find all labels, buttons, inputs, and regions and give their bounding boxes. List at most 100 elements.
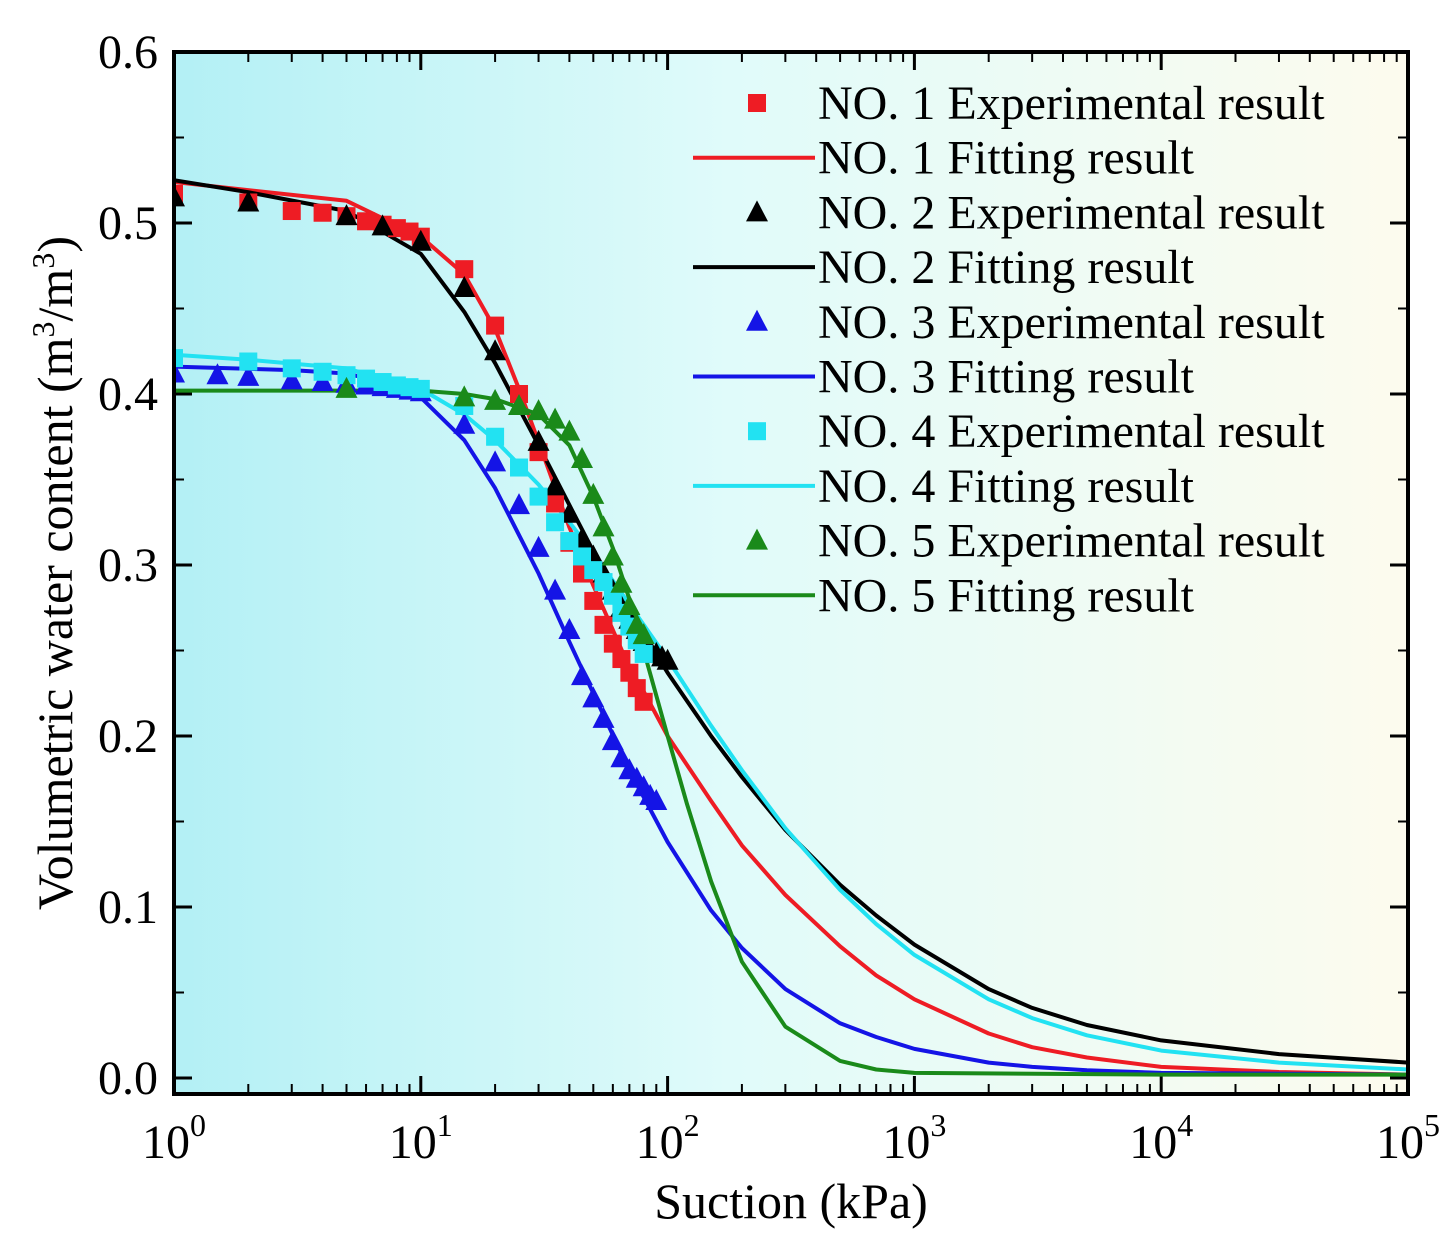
y-tick-label: 0.2 [98, 710, 158, 763]
data-point [508, 393, 531, 415]
data-point [603, 634, 622, 653]
data-point [558, 419, 581, 441]
y-tick-label: 0.4 [98, 368, 158, 421]
data-point [357, 369, 376, 388]
legend-marker [746, 528, 768, 550]
legend-marker [746, 309, 768, 331]
x-axis-title: Suction (kPa) [654, 1173, 928, 1229]
data-point [409, 229, 432, 251]
data-point [337, 366, 356, 385]
data-point [335, 204, 358, 226]
data-point [280, 368, 303, 390]
data-point [620, 663, 639, 682]
data-point [174, 185, 185, 207]
data-point [560, 532, 579, 551]
legend-label: NO. 3 Experimental result [818, 296, 1325, 349]
legend-marker [748, 422, 766, 441]
legend-label: NO. 5 Fitting result [818, 569, 1195, 622]
data-point [544, 578, 567, 600]
data-point [313, 362, 332, 381]
x-tick-label: 103 [882, 1107, 946, 1169]
data-point [411, 379, 430, 398]
fit-line-2 [174, 178, 1408, 1065]
fit-line-4 [174, 352, 1408, 1072]
data-point [571, 446, 594, 468]
data-point [453, 385, 476, 407]
data-point [558, 617, 581, 639]
data-point [510, 458, 529, 477]
legend-label: NO. 4 Fitting result [818, 460, 1195, 513]
data-point [508, 493, 531, 515]
data-point [645, 788, 668, 810]
data-point [627, 679, 646, 698]
data-point [453, 412, 476, 434]
legend-label: NO. 5 Experimental result [818, 515, 1325, 568]
data-point [484, 450, 507, 472]
data-point [656, 648, 679, 670]
data-point [634, 692, 653, 711]
data-point [592, 706, 615, 728]
data-point [357, 212, 376, 231]
data-point [453, 275, 476, 297]
data-point [282, 359, 301, 378]
data-point [239, 352, 258, 371]
legend-label: NO. 4 Experimental result [818, 405, 1325, 458]
data-point [206, 363, 229, 385]
x-tick-label: 104 [1129, 1107, 1193, 1169]
data-point [601, 729, 624, 751]
data-point [544, 474, 567, 496]
y-axis-title-sup2: 3 [25, 253, 61, 269]
data-point [174, 184, 183, 203]
scatter-series-5 [335, 376, 655, 645]
data-point [371, 214, 394, 236]
x-tick-labels: 100 101 102 103 104 105 [142, 1107, 1440, 1169]
data-point [527, 429, 550, 451]
data-point [634, 644, 653, 663]
plot-frame [172, 50, 1410, 1096]
data-point [573, 547, 592, 566]
data-point [601, 544, 624, 566]
y-tick-label: 0.0 [98, 1052, 158, 1105]
x-tick-label: 102 [636, 1107, 700, 1169]
data-point [571, 664, 594, 686]
y-axis-title: Volumetric water content (m3/m3) [25, 236, 83, 910]
data-point [582, 482, 605, 504]
data-point [544, 407, 567, 429]
y-tick-label: 0.1 [98, 881, 158, 934]
y-tick-label: 0.6 [98, 26, 158, 79]
data-point [592, 515, 615, 537]
data-point [486, 427, 505, 446]
data-point [529, 487, 548, 506]
data-point [632, 623, 655, 645]
data-point [237, 364, 260, 386]
data-point [313, 203, 332, 222]
data-point [618, 594, 641, 616]
data-point [582, 686, 605, 708]
data-point [486, 316, 505, 335]
y-tick-label: 0.5 [98, 197, 158, 250]
data-point [527, 535, 550, 557]
y-tick-labels: 0.0 0.1 0.2 0.3 0.4 0.5 0.6 [98, 26, 158, 1105]
fit-line-5 [174, 388, 1408, 1077]
data-point [610, 746, 633, 768]
x-tick-label: 101 [389, 1107, 453, 1169]
data-point [612, 650, 631, 669]
data-point [455, 260, 474, 279]
data-point [584, 591, 603, 610]
y-tick-label: 0.3 [98, 539, 158, 592]
x-tick-label: 100 [142, 1107, 206, 1169]
legend-label: NO. 2 Fitting result [818, 241, 1195, 294]
legend-label: NO. 1 Fitting result [818, 132, 1195, 185]
y-axis-title-sup1: 3 [25, 321, 61, 337]
data-point [594, 573, 613, 592]
data-point [546, 513, 565, 532]
legend-label: NO. 1 Experimental result [818, 77, 1325, 130]
scatter-series-4 [174, 349, 653, 663]
data-point [373, 373, 392, 392]
data-point [237, 190, 260, 212]
legend-marker [746, 200, 768, 222]
data-point [484, 339, 507, 361]
data-point [594, 615, 613, 634]
x-tick-label: 105 [1376, 1107, 1440, 1169]
